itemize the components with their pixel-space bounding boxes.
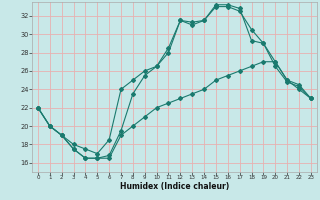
- X-axis label: Humidex (Indice chaleur): Humidex (Indice chaleur): [120, 182, 229, 191]
